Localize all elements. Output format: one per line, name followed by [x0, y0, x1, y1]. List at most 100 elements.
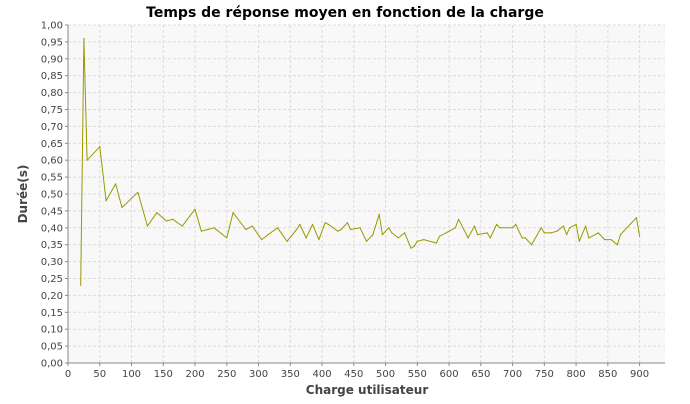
- x-tick-label: 300: [249, 369, 268, 380]
- data-point: [521, 237, 523, 239]
- x-tick-label: 700: [503, 369, 522, 380]
- data-point: [515, 223, 517, 225]
- data-point: [423, 239, 425, 241]
- y-tick-label: 0,35: [41, 240, 63, 251]
- data-point: [359, 227, 361, 229]
- y-axis-label: Durée(s): [16, 165, 30, 224]
- data-point: [585, 225, 587, 227]
- data-point: [121, 206, 123, 209]
- y-tick-label: 0,65: [41, 139, 63, 150]
- data-point: [105, 200, 107, 202]
- data-point: [404, 232, 406, 234]
- x-tick-label: 750: [535, 369, 554, 380]
- y-tick-label: 0,85: [41, 71, 63, 82]
- data-point: [569, 227, 571, 229]
- x-tick-label: 500: [376, 369, 395, 380]
- x-tick-label: 100: [122, 369, 141, 380]
- data-point: [619, 234, 622, 236]
- data-point: [623, 230, 625, 232]
- y-tick-label: 1,00: [41, 21, 63, 32]
- data-point: [438, 235, 441, 237]
- data-point: [543, 232, 545, 234]
- data-point: [156, 212, 158, 214]
- data-point: [588, 237, 590, 239]
- x-axis-label: Charge utilisateur: [306, 383, 429, 397]
- data-point: [556, 230, 558, 232]
- data-point: [578, 240, 580, 242]
- data-point: [372, 234, 374, 236]
- data-point: [540, 227, 542, 229]
- data-point: [435, 242, 437, 244]
- x-tick-label: 450: [344, 369, 363, 380]
- y-tick-label: 0,60: [41, 156, 63, 167]
- data-point: [454, 227, 456, 229]
- data-point: [477, 234, 479, 236]
- y-tick-label: 0,75: [41, 105, 63, 116]
- x-tick-label: 200: [185, 369, 204, 380]
- x-tick-label: 550: [408, 369, 427, 380]
- y-tick-label: 0,90: [41, 54, 63, 65]
- data-point: [397, 237, 399, 239]
- y-tick-label: 0,80: [41, 88, 63, 99]
- data-point: [575, 223, 577, 225]
- data-point: [83, 37, 85, 40]
- y-tick-label: 0,50: [41, 190, 63, 201]
- y-tick-label: 0,30: [41, 257, 63, 268]
- data-point: [318, 239, 320, 241]
- data-point: [200, 230, 202, 232]
- data-point: [562, 225, 565, 227]
- data-point: [296, 228, 298, 231]
- data-point: [80, 284, 82, 286]
- data-point: [213, 227, 215, 229]
- data-point: [207, 228, 209, 231]
- data-point: [267, 234, 269, 236]
- data-point: [165, 220, 167, 222]
- data-point: [639, 235, 641, 237]
- data-point: [391, 232, 393, 234]
- data-point: [286, 240, 288, 242]
- x-tick-label: 850: [598, 369, 617, 380]
- data-point: [99, 146, 101, 148]
- data-point: [458, 218, 460, 220]
- y-tick-label: 0,25: [41, 274, 63, 285]
- y-tick-label: 0,40: [41, 223, 63, 234]
- data-point: [115, 183, 117, 185]
- data-point: [489, 237, 491, 239]
- data-point: [324, 222, 326, 224]
- data-point: [486, 232, 488, 234]
- x-tick-label: 400: [312, 369, 331, 380]
- x-tick-label: 150: [154, 369, 173, 380]
- data-point: [604, 239, 606, 241]
- data-point: [261, 239, 263, 241]
- data-point: [531, 244, 533, 246]
- data-point: [299, 223, 301, 225]
- data-point: [245, 228, 247, 231]
- data-point: [496, 223, 498, 225]
- data-point: [181, 225, 183, 227]
- series-layer: [80, 37, 641, 286]
- data-point: [388, 227, 390, 229]
- data-point: [337, 230, 339, 232]
- chart-title: Temps de réponse moyen en fonction de la…: [146, 5, 544, 21]
- data-point: [416, 240, 418, 242]
- y-tick-label: 0,10: [41, 325, 63, 336]
- data-point: [350, 228, 352, 231]
- data-point: [550, 232, 552, 234]
- data-point: [448, 230, 450, 232]
- data-point: [251, 225, 253, 227]
- y-tick-label: 0,20: [41, 291, 63, 302]
- data-point: [635, 217, 638, 219]
- data-point: [86, 159, 88, 161]
- data-point: [499, 227, 501, 229]
- y-tick-label: 0,45: [41, 206, 63, 217]
- data-point: [381, 234, 383, 236]
- x-tick-label: 800: [567, 369, 586, 380]
- data-point: [610, 239, 612, 241]
- data-point: [226, 237, 228, 239]
- data-point: [524, 237, 526, 239]
- data-point: [410, 247, 412, 249]
- data-point: [511, 227, 514, 229]
- data-point: [467, 237, 469, 239]
